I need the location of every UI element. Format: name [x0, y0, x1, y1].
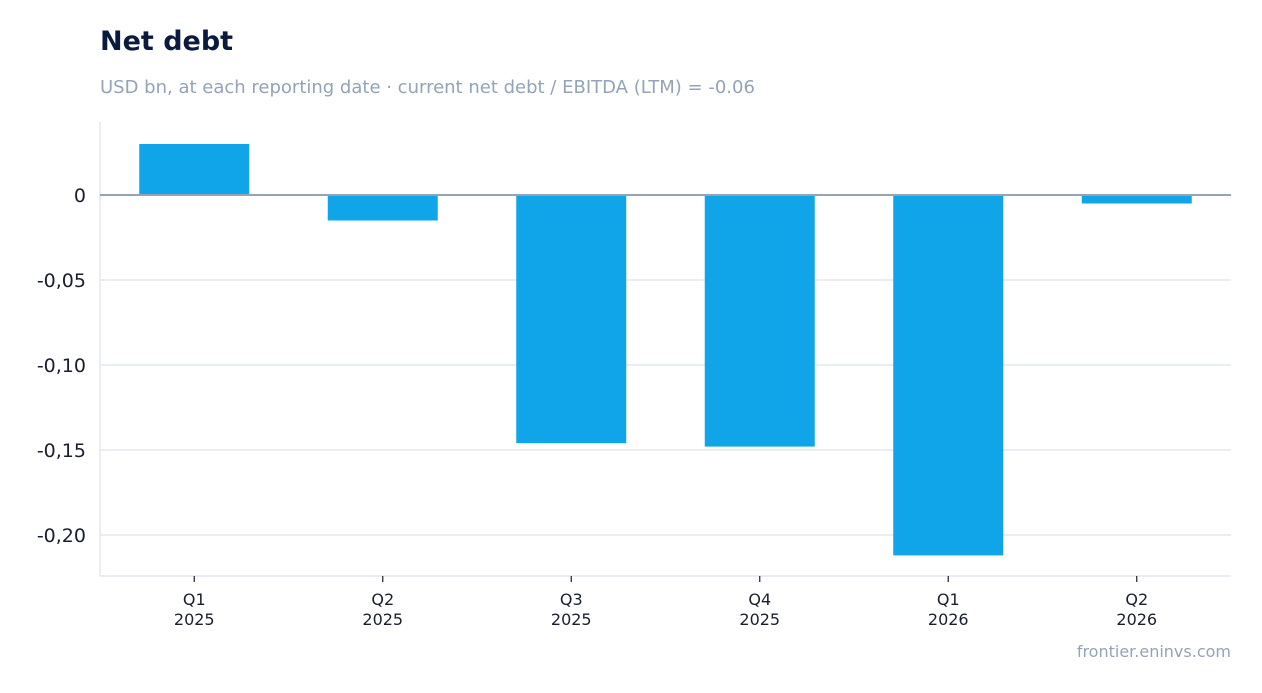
bar — [516, 195, 627, 444]
bar — [139, 144, 250, 195]
x-tick-label: 2025 — [739, 610, 780, 629]
x-tick-label: Q4 — [748, 590, 771, 609]
x-tick-label: Q3 — [560, 590, 583, 609]
x-tick-label: 2025 — [174, 610, 215, 629]
bar — [327, 195, 438, 221]
y-tick-label: -0,05 — [37, 270, 86, 292]
x-tick-label: Q1 — [937, 590, 960, 609]
x-tick-label: Q2 — [371, 590, 394, 609]
y-tick-label: 0 — [74, 185, 86, 207]
x-tick-label: Q2 — [1125, 590, 1148, 609]
bar — [1081, 195, 1192, 204]
x-tick-label: 2026 — [1116, 610, 1157, 629]
y-tick-label: -0,15 — [37, 440, 86, 462]
chart-title: Net debt — [100, 26, 234, 57]
x-tick-label: Q1 — [183, 590, 206, 609]
x-tick-label: 2026 — [928, 610, 969, 629]
bar — [704, 195, 815, 447]
y-tick-label: -0,10 — [37, 355, 86, 377]
bar — [893, 195, 1004, 556]
y-tick-label: -0,20 — [37, 525, 86, 547]
x-tick-label: 2025 — [362, 610, 403, 629]
source-label: frontier.eninvs.com — [1076, 642, 1231, 661]
chart-subtitle: USD bn, at each reporting date · current… — [100, 77, 755, 98]
x-tick-label: 2025 — [551, 610, 592, 629]
